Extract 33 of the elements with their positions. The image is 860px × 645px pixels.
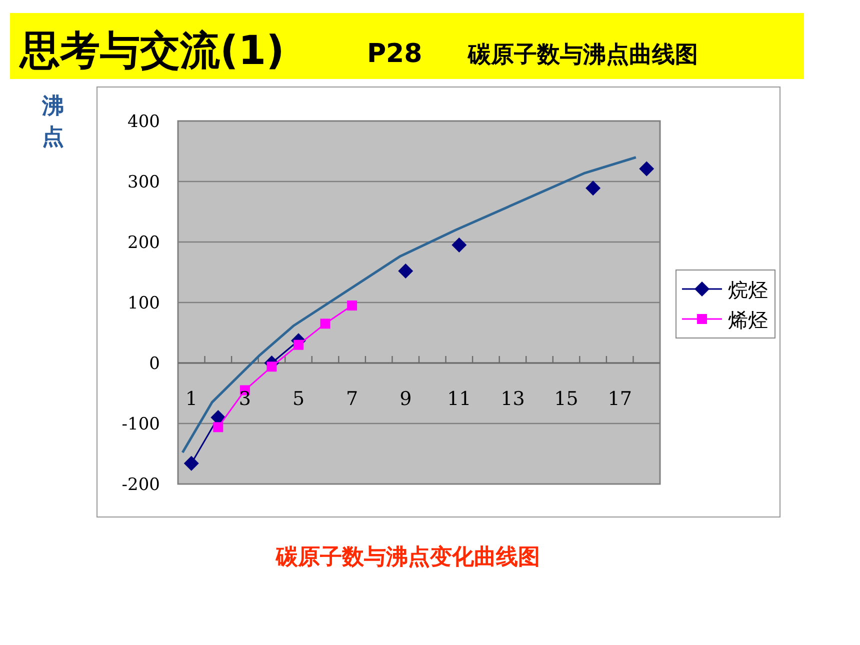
chart-title: 思考与交流(1) <box>18 28 284 74</box>
x-tick-label: 15 <box>554 388 578 410</box>
header: 思考与交流(1) P28 碳原子数与沸点曲线图 <box>10 13 804 79</box>
point <box>294 340 304 350</box>
y-axis-title: 沸点 <box>41 94 64 150</box>
y-tick-label: 0 <box>149 354 160 374</box>
point <box>452 238 467 253</box>
y-tick-label: 100 <box>128 294 160 314</box>
y-tick-label: 400 <box>128 112 160 132</box>
point <box>266 362 277 372</box>
legend-label: 烷烃 <box>728 278 768 302</box>
point <box>586 180 601 196</box>
chart-subtitle: 碳原子数与沸点曲线图 <box>467 42 698 68</box>
point <box>184 456 199 471</box>
x-tick-label: 13 <box>500 388 525 410</box>
point <box>639 161 654 176</box>
x-tick-label: 1 <box>185 388 198 410</box>
x-tick-label: 9 <box>400 388 412 410</box>
point <box>398 264 414 279</box>
x-tick-label: 3 <box>238 388 251 410</box>
x-tick-label: 5 <box>292 388 305 410</box>
y-tick-label: -200 <box>122 475 160 495</box>
x-tick-label: 7 <box>346 388 358 410</box>
text: 碳原子数与沸点变化曲线图 <box>275 544 540 570</box>
point <box>320 318 330 329</box>
point <box>213 422 224 432</box>
x-tick-label: 17 <box>608 388 632 410</box>
x-tick-label: 11 <box>447 388 472 410</box>
y-tick-label: 300 <box>128 172 160 192</box>
legend-label: 烯烃 <box>728 308 768 332</box>
y-tick-label: 200 <box>128 233 160 253</box>
y-tick-label: -100 <box>122 414 160 434</box>
point <box>347 300 358 311</box>
